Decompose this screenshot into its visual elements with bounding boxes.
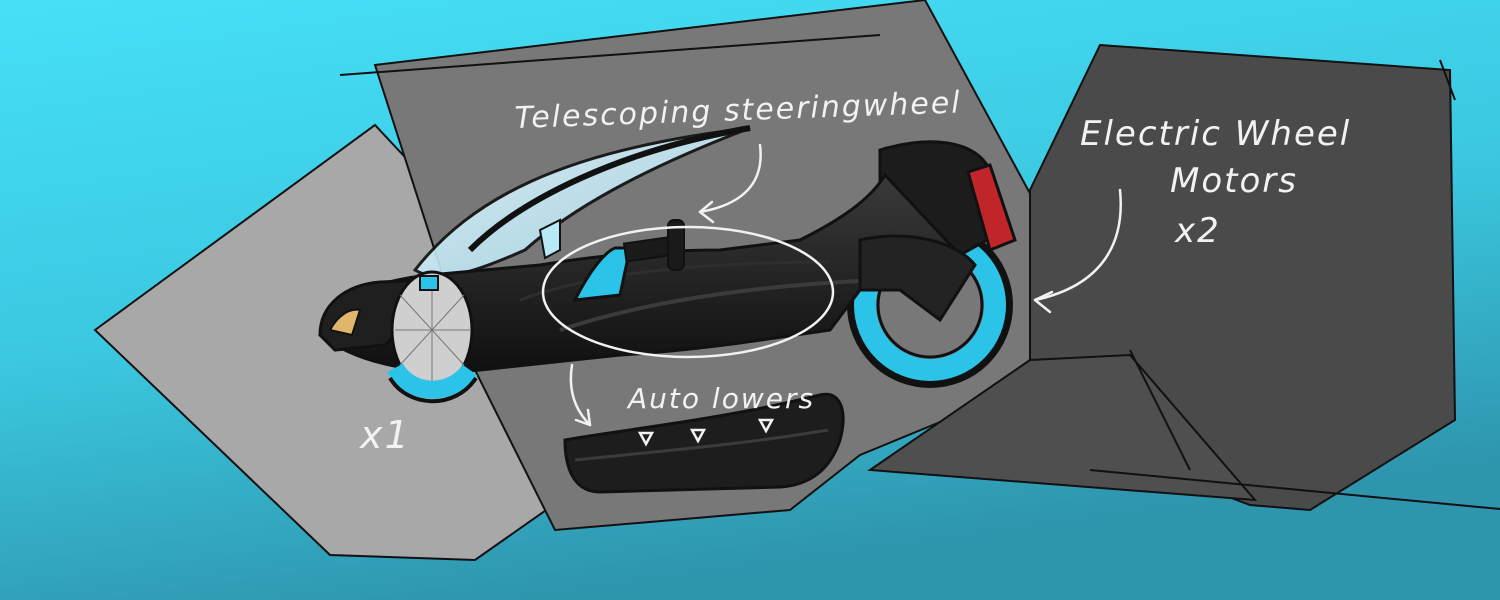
canopy-glass — [412, 126, 751, 278]
label-motors-line2: Motors — [1170, 161, 1298, 201]
steering-column — [622, 219, 685, 271]
annotation-strokes — [541, 143, 1122, 447]
label-motors-count: x2 — [1174, 211, 1221, 251]
headlight — [328, 308, 362, 337]
lowering-skid — [563, 392, 845, 494]
panel-sketch-lines — [339, 34, 1500, 511]
rear-fender — [858, 234, 977, 323]
front-wheel-spokes — [395, 275, 470, 385]
label-lowers: Auto lowers — [626, 382, 815, 415]
panel-right-dark-lower — [867, 353, 1258, 502]
label-motors-line1: Electric Wheel — [1080, 114, 1351, 154]
vehicle — [318, 125, 1017, 404]
label-front-count: x1 — [359, 413, 411, 457]
front-wheel-ring — [387, 362, 478, 399]
tail-light — [966, 163, 1017, 253]
